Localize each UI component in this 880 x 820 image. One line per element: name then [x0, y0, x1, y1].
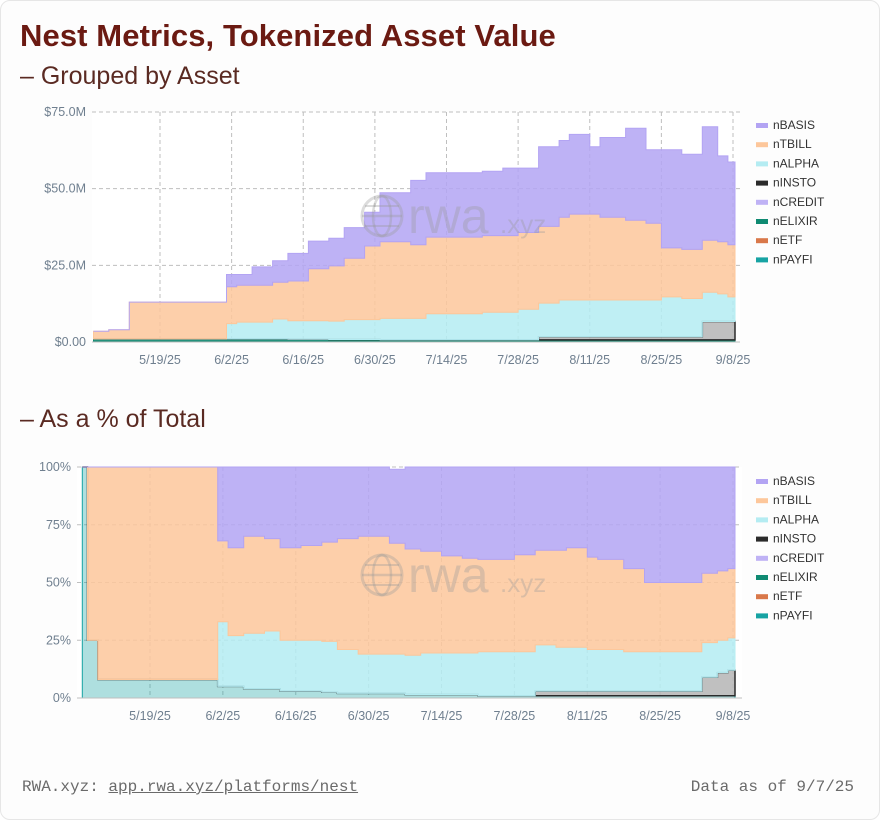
legend-label-nalpha: nALPHA — [773, 512, 819, 526]
watermark: rwa .xyz — [360, 188, 546, 244]
legend-swatch-ncredit — [756, 199, 768, 205]
x-tick-label: 9/8/25 — [716, 709, 751, 723]
y-tick-label: 75% — [46, 518, 71, 532]
x-tick-label: 9/8/25 — [716, 353, 751, 367]
data-as-of: Data as of 9/7/25 — [690, 778, 854, 796]
x-tick-label: 7/28/25 — [497, 353, 539, 367]
x-tick-label: 5/19/25 — [139, 353, 181, 367]
legend-label-nalpha: nALPHA — [773, 156, 819, 170]
globe-icon — [360, 194, 404, 238]
y-tick-label: 50% — [46, 576, 71, 590]
percent-of-total-chart: 0% 25% 50% 75% 100% 5/19/25 6/2/25 6/16/25 6/30/… — [39, 460, 825, 723]
legend-label-ninsto: nINSTO — [773, 176, 816, 190]
x-tick-label: 7/14/25 — [421, 709, 463, 723]
legend-swatch-ntbill — [756, 142, 768, 148]
y-tick-label: $75.0M — [44, 105, 86, 119]
page-title: Nest Metrics, Tokenized Asset Value — [20, 18, 556, 53]
area-nbasis — [82, 466, 736, 583]
legend-label-ncredit: nCREDIT — [773, 551, 825, 565]
x-tick-label: 5/19/25 — [129, 709, 171, 723]
x-tick-label: 8/25/25 — [639, 709, 681, 723]
source-prefix: RWA.xyz: — [22, 778, 99, 796]
legend-label-nelixir: nELIXIR — [773, 214, 818, 228]
y-tick-label: 0% — [53, 691, 71, 705]
legend-label-ntbill: nTBILL — [773, 493, 812, 507]
watermark-suffix: .xyz — [500, 209, 546, 239]
legend-swatch-netf — [756, 594, 768, 600]
legend-label-ntbill: nTBILL — [773, 137, 812, 151]
legend-swatch-nbasis — [756, 479, 768, 484]
legend-swatch-nelixir — [756, 575, 768, 580]
bottom-chart-subtitle: – As a % of Total — [20, 405, 206, 433]
legend: nBASIS nTBILL nALPHA nINSTO nCREDIT nELIXIR nE… — [756, 118, 825, 266]
legend-swatch-netf — [756, 238, 768, 244]
source-link[interactable]: app.rwa.xyz/platforms/nest — [108, 778, 359, 796]
watermark: rwa .xyz — [360, 547, 546, 603]
watermark-suffix: .xyz — [500, 568, 546, 598]
legend-swatch-nalpha — [756, 517, 768, 523]
watermark-text: rwa — [408, 547, 489, 603]
legend-label-netf: nETF — [773, 589, 802, 603]
legend-label-ncredit: nCREDIT — [773, 195, 825, 209]
x-tick-label: 7/14/25 — [426, 353, 468, 367]
x-tick-label: 8/11/25 — [569, 353, 610, 367]
legend-label-npayfi: nPAYFI — [773, 608, 813, 622]
legend-label-netf: nETF — [773, 233, 802, 247]
legend-swatch-nbasis — [756, 123, 768, 128]
legend-swatch-ntbill — [756, 498, 768, 504]
legend-swatch-ninsto — [756, 180, 768, 186]
legend-swatch-npayfi — [756, 613, 768, 619]
legend-label-npayfi: nPAYFI — [773, 252, 813, 266]
y-tick-label: $25.0M — [44, 258, 86, 272]
x-tick-label: 7/28/25 — [494, 709, 536, 723]
legend-label-nelixir: nELIXIR — [773, 570, 818, 584]
legend-swatch-ncredit — [756, 555, 768, 561]
legend: nBASIS nTBILL nALPHA nINSTO nCREDIT nELIXIR nE… — [756, 474, 825, 622]
globe-icon — [360, 553, 404, 597]
legend-label-nbasis: nBASIS — [773, 474, 815, 488]
y-tick-label: $0.00 — [55, 335, 86, 349]
y-tick-label: 25% — [46, 633, 71, 647]
legend-label-nbasis: nBASIS — [773, 118, 815, 132]
watermark-text: rwa — [408, 188, 489, 244]
x-tick-label: 6/2/25 — [214, 353, 249, 367]
area-nbasis — [93, 126, 736, 332]
legend-swatch-nalpha — [756, 161, 768, 167]
y-tick-label: $50.0M — [44, 182, 86, 196]
legend-label-ninsto: nINSTO — [773, 532, 816, 546]
source-footer: RWA.xyz: app.rwa.xyz/platforms/nest — [22, 778, 358, 796]
grouped-by-asset-chart: $0.00 $25.0M $50.0M $75.0M 5/19/25 6/2/25 6/16… — [44, 105, 825, 367]
x-tick-label: 6/16/25 — [282, 353, 324, 367]
x-tick-label: 6/30/25 — [354, 353, 396, 367]
top-chart-subtitle: – Grouped by Asset — [20, 62, 240, 90]
x-tick-label: 8/11/25 — [567, 709, 608, 723]
x-tick-label: 8/25/25 — [641, 353, 683, 367]
x-tick-label: 6/2/25 — [205, 709, 240, 723]
legend-swatch-ninsto — [756, 536, 768, 542]
x-tick-label: 6/16/25 — [275, 709, 317, 723]
x-tick-label: 6/30/25 — [348, 709, 390, 723]
y-tick-label: 100% — [39, 460, 71, 474]
legend-swatch-npayfi — [756, 257, 768, 263]
legend-swatch-nelixir — [756, 219, 768, 224]
